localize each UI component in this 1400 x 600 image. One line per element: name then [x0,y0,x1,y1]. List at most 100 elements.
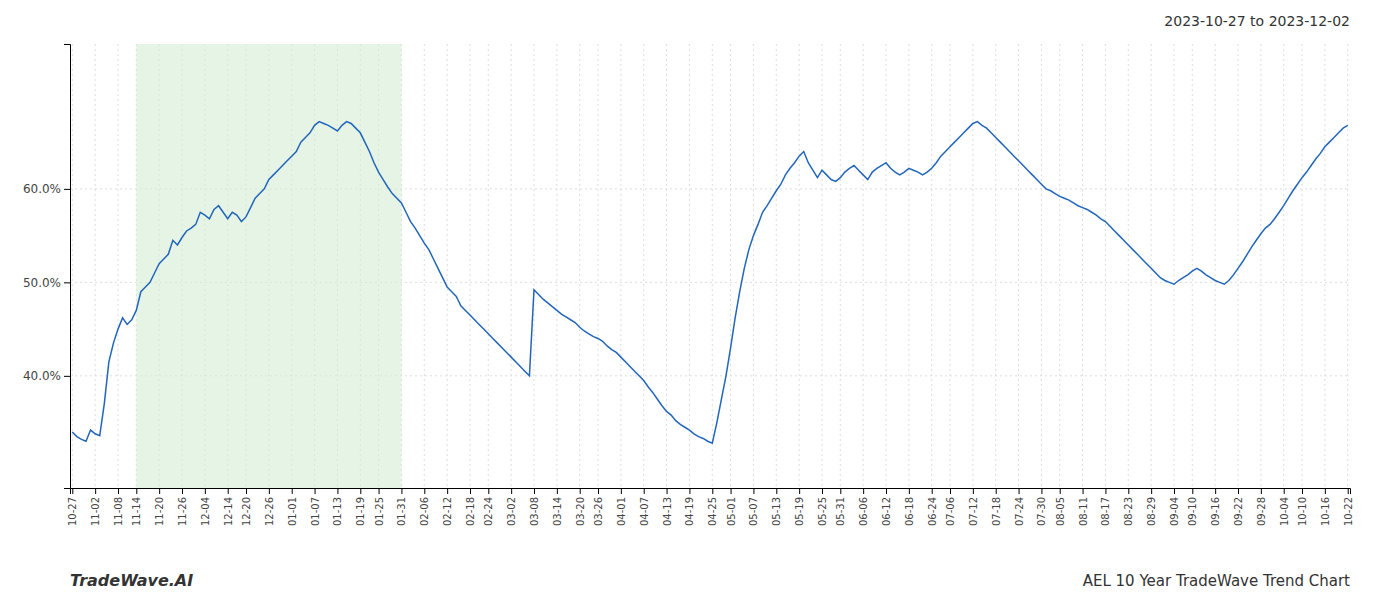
tick: 08-05 [1055,488,1066,526]
tick-label: 05-13 [771,497,782,526]
grid-line [712,44,713,488]
tick-mark [799,488,800,494]
tick-mark [1174,488,1175,494]
tick-label: 06-24 [927,497,938,526]
tick: 09-10 [1187,488,1198,526]
tick-label: 03-02 [506,497,517,526]
tick-label: 01-25 [374,497,385,526]
tick-label: 10-22 [1343,497,1354,526]
tick-label: 01-07 [310,497,321,526]
grid-line [1302,44,1303,488]
grid-line [1105,44,1106,488]
tick: 01-13 [332,488,343,526]
tick: 09-28 [1256,488,1267,526]
tick: 11-08 [113,488,124,526]
chart: 10-2711-0211-0811-1411-2011-2612-0412-14… [0,0,1400,600]
tick-mark [64,376,70,377]
tick-label: 11-26 [177,497,188,526]
tick-mark [644,488,645,494]
tick-mark [292,488,293,494]
tick: 02-06 [419,488,430,526]
tick-label: 40.0% [23,369,61,383]
tick-mark [228,488,229,494]
tick: 03-02 [506,488,517,526]
tick-mark [72,488,73,494]
grid-line [1192,44,1193,488]
tick-label: 09-16 [1210,497,1221,526]
axis-line [71,489,1351,495]
tick-label: 08-29 [1146,497,1157,526]
tick: 01-19 [355,488,366,526]
tick: 12-20 [241,488,252,526]
tick-mark [1060,488,1061,494]
tick-label: 06-12 [881,497,892,526]
tick-mark [973,488,974,494]
tick: 09-22 [1233,488,1244,526]
tick: 06-12 [881,488,892,526]
tick-label: 02-12 [442,497,453,526]
tick-label: 05-31 [835,497,846,526]
tick-mark [159,488,160,494]
tick: 05-13 [771,488,782,526]
tick: 40.0% [23,369,70,383]
tick-label: 08-11 [1078,497,1089,526]
plot-area: 10-2711-0211-0811-1411-2011-2612-0412-14… [23,44,1354,526]
tick-mark [1348,488,1349,494]
tick-label: 11-20 [154,497,165,526]
grid-line [1324,44,1325,488]
line [72,122,1347,444]
grid-line [1283,44,1284,488]
tick-mark [1261,488,1262,494]
grid [70,44,1350,488]
tick: 05-31 [835,488,846,526]
tick: 11-14 [131,488,142,526]
tick: 12-04 [200,488,211,526]
tick-mark [64,282,70,283]
tick-label: 08-17 [1100,497,1111,526]
tick-mark [753,488,754,494]
tick: 05-01 [726,488,737,526]
tick-mark [182,488,183,494]
tick: 60.0% [23,182,70,196]
tick-mark [689,488,690,494]
tick-label: 04-01 [616,497,627,526]
grid-line [511,44,512,488]
tick-label: 10-16 [1320,497,1331,526]
tick: 50.0% [23,276,70,290]
tick: 04-07 [639,488,650,526]
tick-mark [909,488,910,494]
grid-line [620,44,621,488]
tick: 04-19 [684,488,695,526]
tick-mark [511,488,512,494]
tick: 10-22 [1343,488,1354,526]
tick-label: 02-06 [419,497,430,526]
tick: 12-14 [223,488,234,526]
grid-line [1082,44,1083,488]
grid-line [908,44,909,488]
grid-line [1215,44,1216,488]
grid-line [931,44,932,488]
tick: 05-25 [817,488,828,526]
tick: 04-25 [707,488,718,526]
tick-label: 07-24 [1014,497,1025,526]
grid-line [995,44,996,488]
tick: 02-12 [442,488,453,526]
tick-mark [1215,488,1216,494]
tick-label: 09-10 [1187,497,1198,526]
tick-label: 12-04 [200,497,211,526]
tick-label: 02-24 [483,497,494,526]
grid-line [1059,44,1060,488]
tick-label: 07-12 [968,497,979,526]
tick: 05-19 [794,488,805,526]
tick-label: 03-20 [575,497,586,526]
grid-line [643,44,644,488]
grid-line [753,44,754,488]
tick-mark [712,488,713,494]
tick-label: 03-08 [529,497,540,526]
tick-mark [1019,488,1020,494]
tick: 02-18 [465,488,476,526]
tick: 12-26 [264,488,275,526]
tick-mark [95,488,96,494]
tick-label: 03-26 [593,497,604,526]
grid-line [447,44,448,488]
